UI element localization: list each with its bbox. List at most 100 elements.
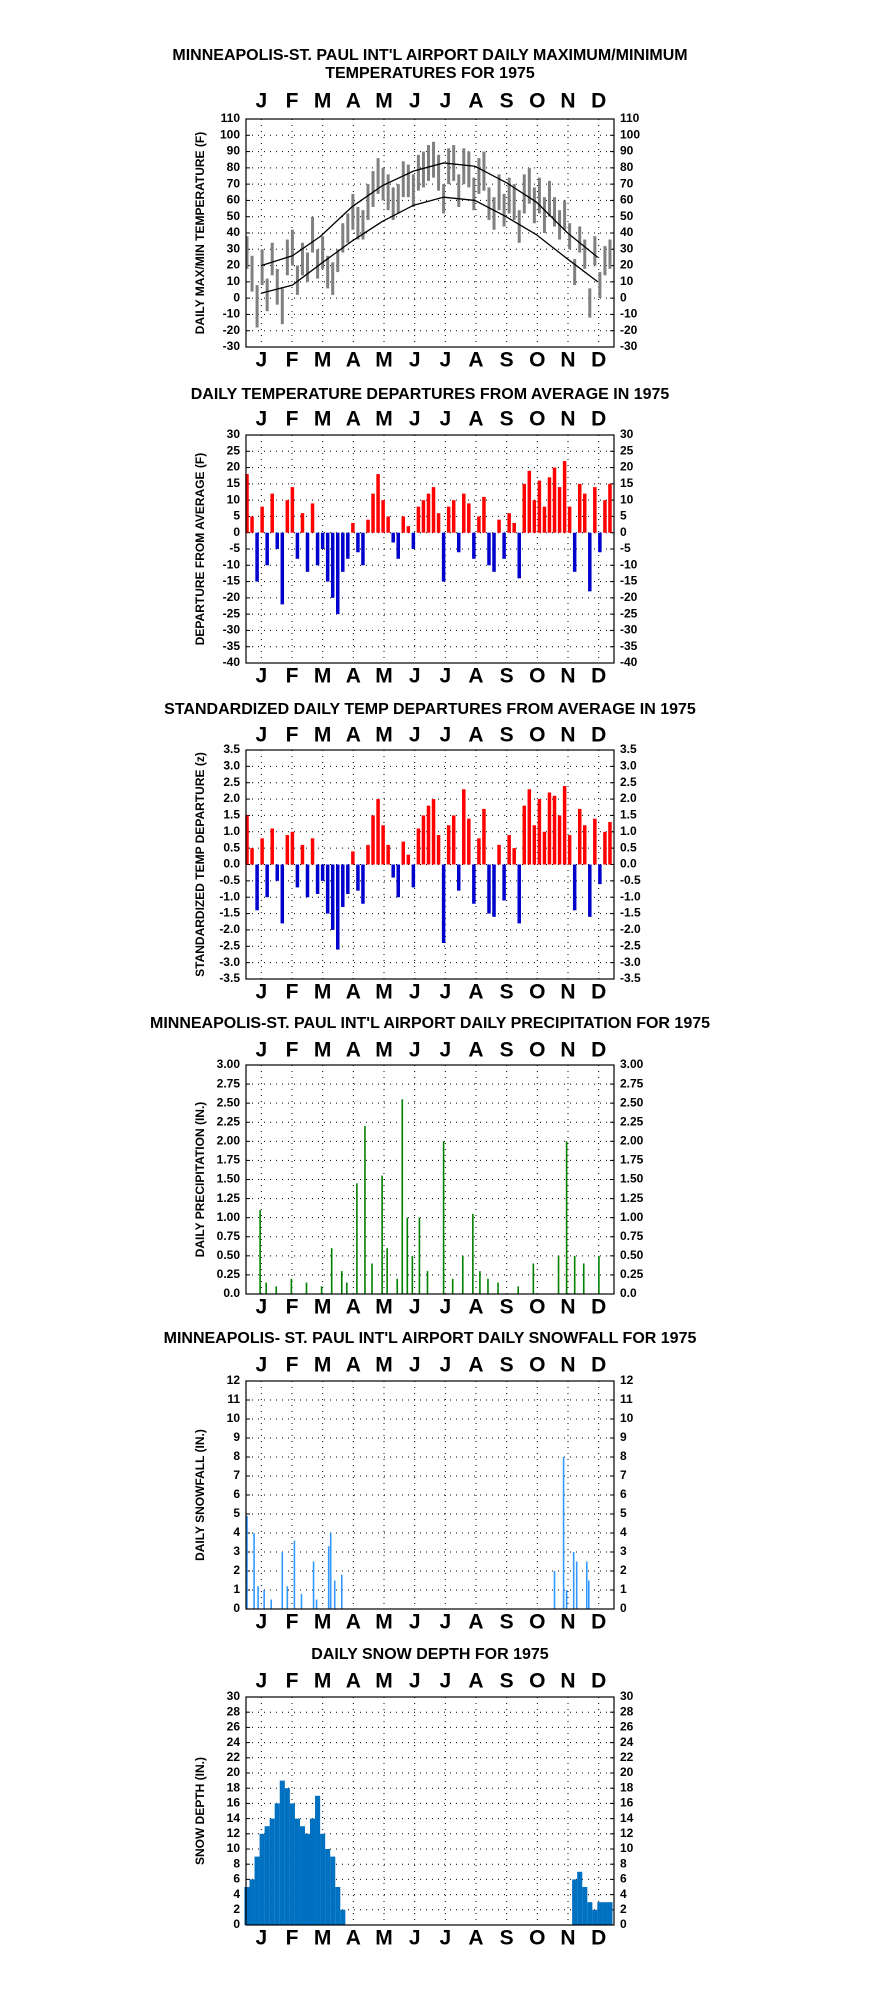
bar: [583, 825, 587, 865]
temp-range-bar: [542, 197, 546, 233]
temp-range-bar: [326, 255, 330, 289]
temp-range-bar: [527, 167, 531, 204]
bar: [290, 831, 295, 865]
bar: [346, 532, 350, 559]
bar: [603, 831, 607, 865]
month-label: M: [375, 408, 393, 431]
month-label: A: [346, 1039, 361, 1062]
y-tick-label: -30: [223, 339, 241, 353]
temp-range-bar: [608, 239, 612, 269]
y-tick-label-right: -20: [620, 590, 638, 604]
y-tick-label-right: 110: [620, 111, 640, 125]
temp-range-bar: [356, 206, 360, 240]
month-label: J: [255, 1296, 267, 1319]
y-tick-label: -20: [223, 590, 241, 604]
y-tick-label: -3.0: [219, 955, 240, 969]
month-label: D: [591, 665, 606, 688]
bar: [522, 805, 527, 865]
month-label: J: [439, 1670, 451, 1693]
month-label: M: [314, 349, 332, 372]
y-tick-label-right: 5: [620, 509, 627, 523]
bar: [567, 506, 572, 533]
y-tick-label-right: 6: [620, 1872, 627, 1886]
month-label: N: [560, 1611, 575, 1634]
y-tick-label-right: 1.0: [620, 824, 637, 838]
month-label: J: [409, 1670, 421, 1693]
bar: [421, 815, 426, 865]
month-label: D: [591, 981, 606, 1004]
bar: [497, 1282, 499, 1294]
bar: [441, 864, 446, 944]
bar: [396, 1278, 399, 1294]
bar: [270, 493, 274, 533]
bar: [547, 477, 552, 533]
y-tick-label-right: -2.5: [620, 938, 641, 952]
month-label: J: [255, 1611, 267, 1634]
month-label: A: [468, 1927, 483, 1950]
bar: [386, 1248, 388, 1294]
month-label: A: [346, 90, 361, 113]
bar: [487, 1278, 489, 1294]
bar: [512, 522, 516, 533]
month-label: J: [255, 1354, 267, 1377]
bar: [320, 864, 325, 881]
temp-range-bar: [346, 213, 350, 243]
y-tick-label-right: 2.00: [620, 1134, 644, 1148]
temp-range-bar: [547, 180, 551, 217]
bar: [607, 1902, 613, 1925]
y-tick-label: 40: [227, 225, 241, 239]
bar: [482, 808, 486, 865]
bar: [577, 1871, 583, 1925]
bar: [255, 532, 259, 582]
temp-range-bar: [255, 285, 259, 328]
bar: [593, 487, 597, 533]
month-label: O: [529, 981, 545, 1004]
month-label: M: [375, 1611, 393, 1634]
month-label: O: [529, 90, 545, 113]
bar: [320, 1833, 326, 1925]
y-tick-label: -10: [223, 557, 241, 571]
y-tick-label-right: 3: [620, 1544, 627, 1558]
y-axis-label: DAILY MAX/MIN TEMPERATURE (F): [193, 132, 207, 334]
y-tick-label: 9: [233, 1430, 240, 1444]
temp-range-bar: [391, 187, 395, 220]
bar: [396, 532, 400, 559]
y-tick-label-right: 0.5: [620, 840, 637, 854]
month-label: N: [560, 1354, 575, 1377]
month-label: J: [439, 1296, 451, 1319]
month-label: N: [560, 724, 575, 747]
y-tick-label: 0.5: [223, 840, 240, 854]
month-label: S: [500, 1927, 514, 1950]
normal-line: [260, 162, 599, 267]
y-tick-label-right: 80: [620, 160, 634, 174]
bar: [281, 1552, 284, 1609]
y-tick-label-right: 18: [620, 1780, 634, 1794]
bar: [446, 506, 451, 533]
y-tick-label: 22: [227, 1750, 241, 1764]
y-tick-label: -0.5: [219, 873, 240, 887]
y-tick-label: 0.75: [217, 1229, 241, 1243]
y-tick-label-right: 8: [620, 1449, 627, 1463]
y-tick-label: 0.25: [217, 1267, 241, 1281]
bar: [246, 1515, 248, 1609]
month-label: J: [409, 724, 421, 747]
y-tick-label: -5: [229, 541, 240, 555]
y-tick-label: 24: [227, 1735, 241, 1749]
month-label: O: [529, 408, 545, 431]
chart-title: DAILY SNOW DEPTH FOR 1975: [311, 1646, 548, 1663]
y-tick-label: 20: [227, 460, 241, 474]
y-tick-label-right: 3.00: [620, 1057, 644, 1071]
bar: [245, 815, 249, 865]
bar: [340, 1271, 343, 1294]
bar: [426, 805, 431, 865]
y-tick-label: 0: [233, 1601, 240, 1615]
y-tick-label-right: 0.25: [620, 1267, 644, 1281]
bar: [325, 1849, 331, 1925]
bar: [562, 1457, 565, 1609]
temp-range-bar: [341, 223, 345, 253]
month-label: F: [286, 1296, 299, 1319]
temp-range-bar: [452, 145, 456, 181]
temp-range-bar: [376, 158, 380, 194]
bar: [300, 513, 305, 533]
bar: [401, 1099, 404, 1294]
